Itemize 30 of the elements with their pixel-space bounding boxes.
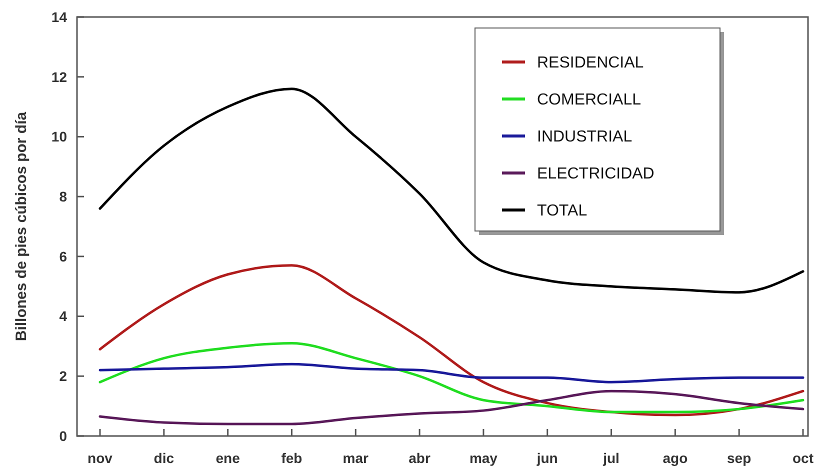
x-tick-label: ene: [216, 450, 240, 466]
legend-label: INDUSTRIAL: [537, 128, 632, 146]
line-series: [98, 362, 804, 384]
x-tick-label: may: [469, 450, 498, 466]
legend-label: RESIDENCIAL: [537, 54, 644, 72]
y-tick-label: 14: [51, 8, 68, 25]
line-series: [98, 390, 804, 426]
legend-label: ELECTRICIDAD: [537, 166, 654, 183]
legend-label: TOTAL: [537, 202, 588, 220]
y-axis-title: Billones de pies cúbicos por día: [13, 111, 30, 342]
x-tick-label: ago: [662, 450, 688, 466]
line-series: [98, 342, 804, 414]
legend-label: COMERCIALL: [537, 92, 642, 109]
x-tick-label: oct: [792, 450, 814, 466]
x-tick-label: mar: [342, 450, 370, 466]
line-series: [98, 88, 804, 294]
y-tick-label: 0: [59, 428, 68, 444]
x-tick-label: jun: [536, 450, 558, 466]
y-tick-label: 4: [59, 308, 68, 324]
x-tick-label: dic: [154, 450, 174, 466]
x-tick-label: feb: [281, 450, 302, 466]
y-tick-label: 6: [59, 248, 68, 264]
x-tick-label: nov: [88, 450, 113, 466]
y-tick-label: 2: [59, 368, 68, 384]
y-tick-label: 12: [51, 68, 68, 85]
x-tick-label: sep: [727, 450, 752, 466]
y-tick-label: 10: [51, 128, 68, 145]
x-tick-label: abr: [408, 450, 431, 466]
y-tick-label: 8: [59, 188, 68, 204]
x-tick-label: jul: [602, 450, 620, 466]
